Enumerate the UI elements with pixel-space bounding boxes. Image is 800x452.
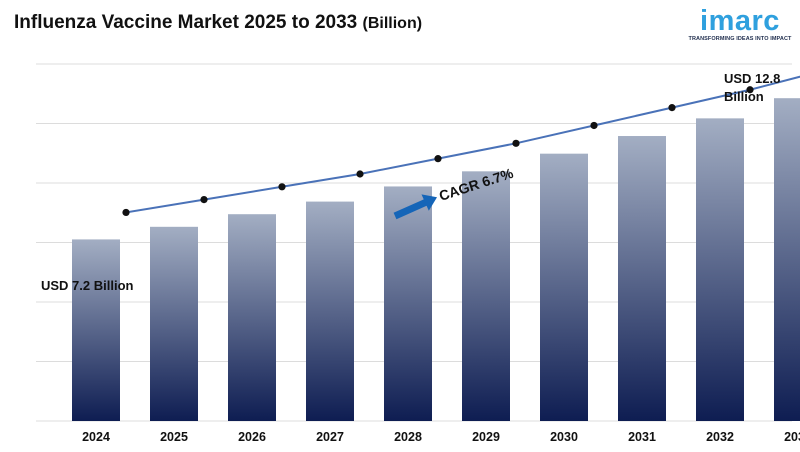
- bar-2029: [462, 171, 510, 421]
- chart-title-unit: (Billion): [362, 15, 423, 32]
- trend-point-2026: [278, 183, 286, 191]
- bar-2025: [150, 226, 198, 421]
- end-value-label-line1: USD 12.8: [724, 71, 780, 86]
- bar-2028: [384, 186, 432, 421]
- cagr-arrow: [393, 194, 438, 220]
- trend-point-2024: [122, 208, 130, 217]
- x-tick-label-2030: 2030: [550, 430, 578, 444]
- trend-polyline: [125, 75, 800, 214]
- x-tick-label-2028: 2028: [394, 430, 422, 444]
- bars: [72, 98, 800, 422]
- x-tick-label-2025: 2025: [160, 430, 188, 444]
- x-tick-label-2032: 2032: [706, 430, 734, 444]
- trend-point-2032: [746, 86, 754, 94]
- x-tick-label-2024: 2024: [82, 430, 110, 444]
- end-value-label-line2: Billion: [724, 89, 764, 104]
- x-tick-label-2033: 2033: [784, 430, 800, 444]
- trend-line: [122, 75, 800, 217]
- chart-title: Influenza Vaccine Market 2025 to 2033 (B…: [14, 12, 422, 34]
- x-tick-label-2029: 2029: [472, 430, 500, 444]
- chart-title-text: Influenza Vaccine Market 2025 to 2033: [14, 12, 358, 33]
- trend-point-2025: [200, 196, 208, 204]
- bar-2026: [228, 214, 276, 421]
- start-value-label: USD 7.2 Billion: [41, 278, 134, 293]
- logo-tagline: TRANSFORMING IDEAS INTO IMPACT: [688, 36, 792, 42]
- trend-point-2030: [590, 121, 598, 130]
- logo-wordmark: imarc: [700, 5, 780, 37]
- bar-2027: [306, 201, 354, 421]
- trend-point-2028: [434, 155, 442, 163]
- cagr-arrow-shaft: [393, 198, 428, 220]
- trend-point-2031: [668, 104, 676, 112]
- x-tick-label-2027: 2027: [316, 430, 344, 444]
- imarc-logo: imarc TRANSFORMING IDEAS INTO IMPACT: [684, 4, 796, 42]
- x-tick-label-2026: 2026: [238, 430, 266, 444]
- bar-2030: [540, 153, 588, 421]
- x-tick-label-2031: 2031: [628, 430, 656, 444]
- bar-2031: [618, 136, 666, 421]
- bar-2032: [696, 118, 744, 422]
- trend-point-2027: [356, 170, 364, 178]
- bar-2033: [774, 98, 800, 422]
- x-axis-labels: 2024 2025 2026 2027 2028 2029 2030 2031 2032 2033: [82, 430, 800, 444]
- cagr-arrow-head: [421, 194, 438, 211]
- bar-2024: [72, 239, 120, 421]
- trend-point-2029: [512, 139, 520, 147]
